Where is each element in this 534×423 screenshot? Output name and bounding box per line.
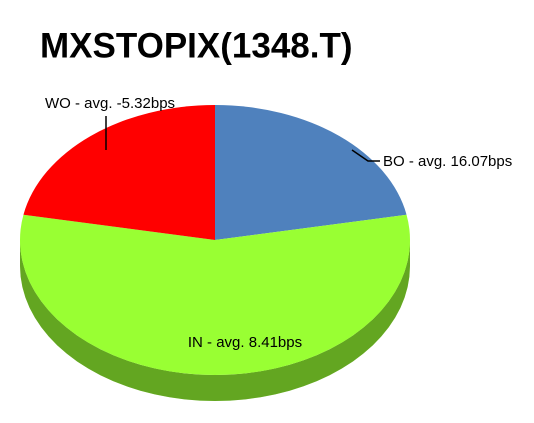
- slice: [20, 214, 410, 375]
- slice-side: [20, 240, 410, 401]
- pie: [20, 104, 410, 401]
- slice-label: WO - avg. -5.32bps: [45, 95, 175, 112]
- slice-side-shade: [20, 240, 410, 401]
- chart-title: MXSTOPIX(1348.T): [40, 26, 353, 65]
- slice: [215, 105, 407, 240]
- leader-line: [351, 149, 380, 162]
- slice: [23, 104, 216, 240]
- slice-label: IN - avg. 8.41bps: [188, 334, 302, 351]
- slice-label: BO - avg. 16.07bps: [383, 153, 512, 170]
